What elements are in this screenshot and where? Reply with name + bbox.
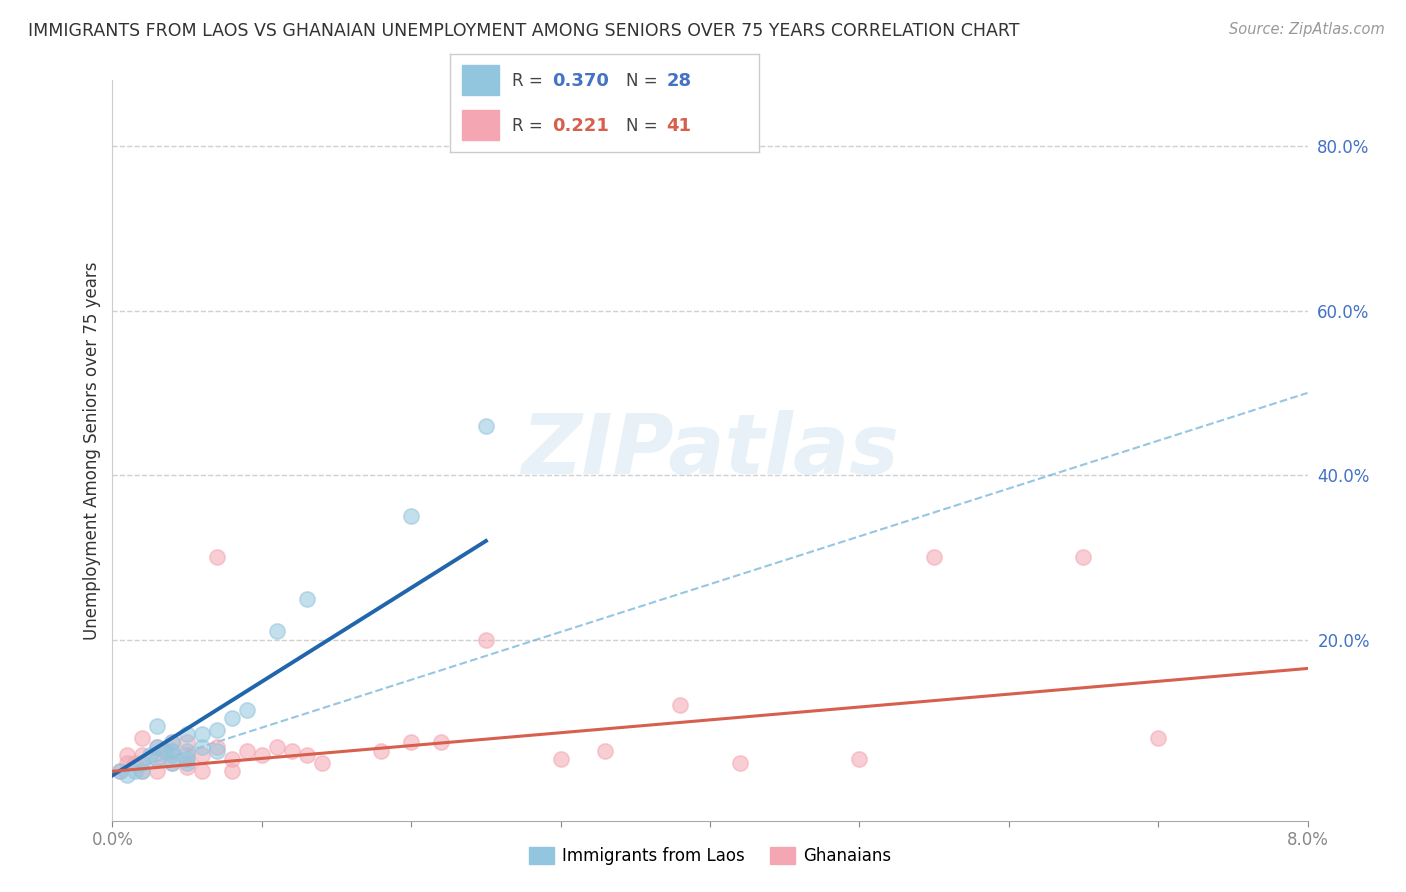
Point [124,764,146,779]
Point [131,756,153,770]
Text: 0.370: 0.370 [553,72,609,90]
Point [176,727,198,741]
Point [146,739,169,754]
Point [146,719,169,733]
Point [848,752,870,766]
Text: 0.221: 0.221 [553,117,609,135]
Point [176,760,198,774]
Point [205,739,228,754]
Point [191,739,214,754]
Point [922,550,945,565]
Point [146,752,169,766]
Point [595,744,617,758]
Text: R =: R = [512,72,548,90]
Point [475,418,498,433]
Point [146,739,169,754]
Text: R =: R = [512,117,548,135]
Point [728,756,751,770]
Point [205,723,228,738]
Point [250,747,273,762]
Point [108,764,131,779]
Point [176,752,198,766]
Point [146,752,169,766]
Text: Source: ZipAtlas.com: Source: ZipAtlas.com [1229,22,1385,37]
Point [153,744,176,758]
Point [131,747,153,762]
Point [430,735,453,749]
Point [191,747,214,762]
Point [221,764,243,779]
Text: N =: N = [626,117,664,135]
Point [124,756,146,770]
Point [162,735,183,749]
Point [266,624,288,639]
Point [221,752,243,766]
Point [131,731,153,746]
Point [191,727,214,741]
Text: 28: 28 [666,72,692,90]
Text: 41: 41 [666,117,692,135]
Point [108,764,131,779]
Point [1073,550,1095,565]
Point [162,747,183,762]
Point [401,735,423,749]
Point [266,739,288,754]
Point [475,632,498,647]
Point [162,756,183,770]
Legend: Immigrants from Laos, Ghanaians: Immigrants from Laos, Ghanaians [522,840,898,871]
Point [401,509,423,524]
Text: ZIPatlas: ZIPatlas [522,410,898,491]
Point [131,764,153,779]
Point [176,756,198,770]
Point [236,703,259,717]
Point [370,744,392,758]
Point [295,591,318,606]
Point [669,698,692,713]
Point [236,744,259,758]
Point [176,735,198,749]
Point [281,744,304,758]
Point [117,756,139,770]
Point [117,768,139,782]
Point [205,550,228,565]
Point [176,747,198,762]
Point [162,735,183,749]
Point [550,752,572,766]
Point [131,764,153,779]
Point [191,764,214,779]
Point [162,744,183,758]
FancyBboxPatch shape [463,111,499,140]
Point [1147,731,1170,746]
Text: N =: N = [626,72,664,90]
Point [176,744,198,758]
Point [139,747,162,762]
Point [162,744,183,758]
Text: IMMIGRANTS FROM LAOS VS GHANAIAN UNEMPLOYMENT AMONG SENIORS OVER 75 YEARS CORREL: IMMIGRANTS FROM LAOS VS GHANAIAN UNEMPLO… [28,22,1019,40]
Point [146,764,169,779]
Point [153,744,176,758]
Point [221,711,243,725]
Point [295,747,318,762]
Point [311,756,333,770]
Point [162,756,183,770]
Y-axis label: Unemployment Among Seniors over 75 years: Unemployment Among Seniors over 75 years [83,261,101,640]
Point [117,747,139,762]
FancyBboxPatch shape [463,65,499,95]
Point [205,744,228,758]
